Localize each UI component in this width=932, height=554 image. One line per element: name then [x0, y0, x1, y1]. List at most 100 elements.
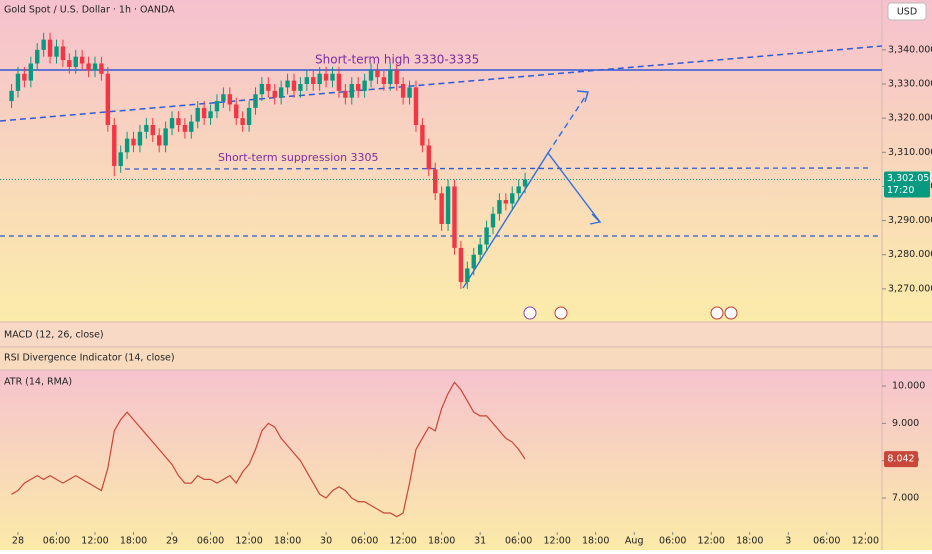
event-icon[interactable] [523, 306, 537, 320]
candle-body [234, 104, 239, 119]
candle-body [381, 77, 387, 84]
candle-body [336, 73, 342, 91]
candle-body [516, 186, 521, 194]
currency[interactable]: USD [897, 7, 917, 18]
x-tick-label: 06:00 [43, 536, 70, 547]
y-tick-label: 3,340.000 [888, 44, 932, 55]
macd-pane [0, 322, 932, 347]
candle-body [266, 84, 271, 91]
rsi-pane [0, 347, 932, 370]
candle-body [60, 46, 66, 61]
candle-body [439, 193, 444, 224]
candle-body [176, 118, 181, 125]
candle-body [433, 169, 438, 194]
candle-body [330, 73, 335, 81]
x-tick-label: 06:00 [505, 536, 532, 547]
candle-body [195, 107, 200, 122]
candle-body [73, 56, 78, 67]
x-tick-label: 12:00 [235, 536, 262, 547]
candle-body [311, 77, 316, 84]
candle-body [221, 94, 226, 102]
candle-body [47, 39, 53, 57]
x-tick-label: 30 [320, 536, 332, 547]
x-tick-label: 06:00 [351, 536, 378, 547]
x-tick-label: Aug [625, 536, 644, 547]
candle-body [208, 111, 213, 119]
candle-body [291, 80, 297, 91]
y-tick-label: 7.000 [892, 493, 919, 504]
candle-body [522, 179, 528, 187]
candle-body [477, 244, 483, 255]
candle-body [182, 124, 188, 132]
candle-body [343, 90, 348, 98]
candle-body [426, 145, 432, 170]
x-tick-label: 31 [474, 536, 486, 547]
candle-body [458, 247, 464, 283]
arrow-head [589, 213, 602, 225]
candle-body [394, 70, 399, 84]
event-icon[interactable] [554, 306, 568, 320]
candle-body [400, 84, 406, 98]
x-tick-label: 06:00 [659, 536, 686, 547]
candle-body [497, 200, 502, 214]
event-icons [523, 306, 738, 320]
last-value-box [884, 451, 918, 468]
candle-body [227, 94, 233, 105]
candle-body [86, 63, 91, 71]
candle-body [355, 84, 361, 91]
x-tick-label: 18:00 [274, 536, 301, 547]
candle-body [420, 124, 425, 146]
y-tick-label: 10.000 [892, 381, 925, 392]
candle-body [413, 87, 419, 125]
x-tick-label: 28 [12, 536, 24, 547]
candle-body [278, 87, 284, 98]
x-tick-label: 18:00 [120, 536, 147, 547]
candle-body [471, 254, 476, 269]
candle-body [407, 87, 412, 98]
candle-body [362, 80, 367, 91]
atr-line [11, 381, 526, 518]
candle-body [105, 73, 111, 125]
candle-body [41, 39, 46, 50]
x-tick-label: 3 [785, 536, 791, 547]
candle-body [375, 70, 380, 78]
candle-body [253, 94, 258, 108]
x-tick-label: 12:00 [852, 536, 879, 547]
x-tick-label: 12:00 [698, 536, 725, 547]
candle-body [349, 84, 354, 98]
event-icon[interactable] [724, 306, 738, 320]
y-tick-label: 3,320.000 [888, 113, 932, 124]
candle-body [510, 193, 515, 204]
x-tick-label: 12:00 [543, 536, 570, 547]
event-icon[interactable] [710, 306, 724, 320]
candle-body [54, 46, 59, 57]
candle-body [240, 118, 245, 125]
currency-button[interactable] [887, 2, 927, 21]
projection-arrow [547, 93, 588, 154]
candle-body [150, 124, 155, 136]
pane-title: ATR (14, RMA) [4, 377, 72, 388]
candle-body [9, 90, 14, 102]
candle-body [79, 56, 85, 64]
last-value-label: 8.042 [887, 454, 914, 465]
candle-body [131, 138, 136, 146]
candle-body [317, 73, 322, 84]
candle-body [169, 118, 175, 129]
atr-pane [0, 370, 932, 550]
y-tick-label: 3,290.000 [888, 215, 932, 226]
candle-body [144, 124, 149, 132]
last-price-label: 3,302.050 [887, 173, 932, 184]
candle-body [189, 121, 194, 132]
candle-body [118, 152, 123, 166]
countdown: 17:20 [887, 185, 914, 196]
candle-body [259, 84, 265, 95]
y-tick-label: 3,270.000 [888, 283, 932, 294]
chart-title: Gold Spot / U.S. Dollar · 1h · OANDA [4, 5, 175, 16]
trend-line [0, 45, 883, 122]
candle-body [323, 73, 329, 81]
candle-body [285, 80, 290, 88]
x-tick-label: 29 [166, 536, 178, 547]
x-tick-label: 06:00 [197, 536, 224, 547]
candle-body [272, 90, 277, 98]
